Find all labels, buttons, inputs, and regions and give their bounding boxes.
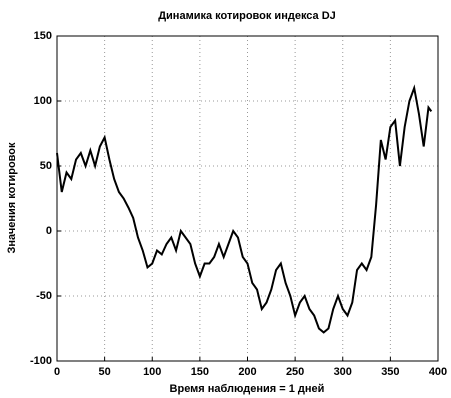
x-tick-label: 50 (99, 366, 111, 378)
y-tick-label: 0 (46, 225, 52, 237)
x-tick-label: 150 (191, 366, 209, 378)
chart-title: Динамика котировок индекса DJ (158, 10, 336, 22)
y-tick-label: 50 (40, 160, 52, 172)
x-tick-label: 300 (334, 366, 352, 378)
x-tick-label: 0 (54, 366, 60, 378)
y-tick-label: -50 (36, 290, 52, 302)
y-tick-label: 100 (34, 95, 52, 107)
x-tick-label: 250 (286, 366, 304, 378)
y-axis-label: Значения котировок (6, 142, 18, 253)
y-tick-label: 150 (34, 30, 52, 42)
x-tick-label: 350 (381, 366, 399, 378)
x-axis-label: Время наблюдения = 1 дней (170, 383, 325, 395)
x-tick-label: 100 (143, 366, 161, 378)
data-line (56, 84, 433, 334)
x-tick-label: 200 (238, 366, 256, 378)
y-tick-label: -100 (30, 355, 52, 367)
x-tick-label: 400 (429, 366, 447, 378)
plot-frame (56, 35, 439, 362)
